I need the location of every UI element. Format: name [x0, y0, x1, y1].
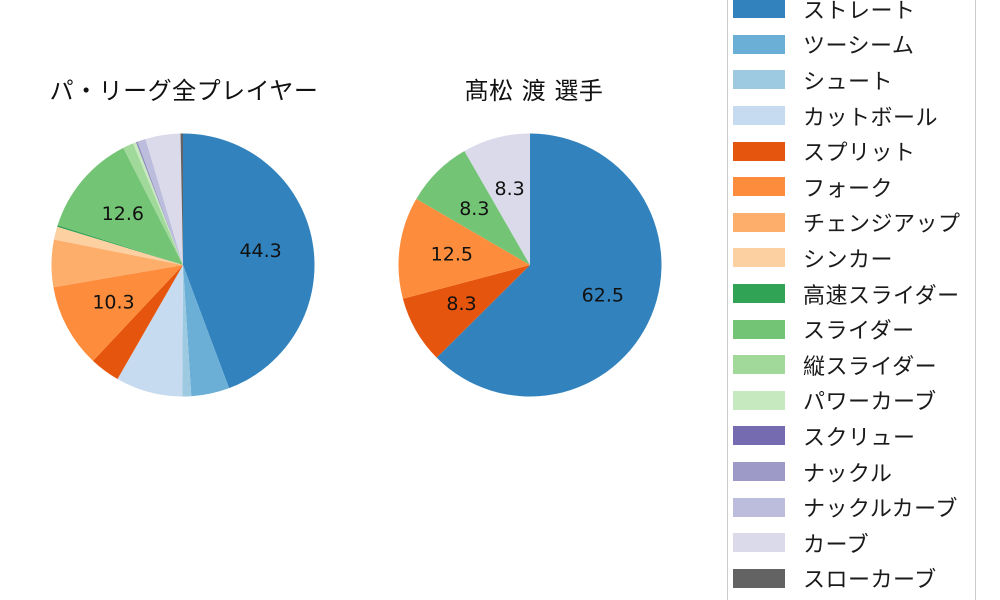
legend-item: カットボール: [728, 98, 975, 134]
legend-swatch: [733, 70, 785, 90]
legend-swatch: [733, 533, 785, 553]
legend-swatch: [733, 34, 785, 54]
legend-label: フォーク: [803, 176, 894, 202]
pie-slice-チェンジアップ: [51, 239, 183, 288]
pie-slice-スプリット: [402, 265, 530, 358]
legend-swatch: [733, 212, 785, 232]
pie-slice-スライダー: [416, 151, 530, 265]
legend-item: スクリュー: [728, 418, 975, 454]
legend-item: ツーシーム: [728, 27, 975, 63]
pie-slice-フォーク: [53, 265, 183, 361]
legend-label: ツーシーム: [803, 34, 915, 60]
pie-slice-ストレート: [436, 133, 662, 397]
legend-swatch: [733, 284, 785, 304]
legend-item: フォーク: [728, 169, 975, 205]
legend-item: ナックル: [728, 454, 975, 490]
legend-swatch: [733, 248, 785, 268]
pie-slice-スライダー: [57, 147, 183, 265]
pie-slice-スクリュー: [136, 141, 183, 265]
legend-item: スローカーブ: [728, 561, 975, 597]
legend-item: シュート: [728, 62, 975, 98]
legend-swatch: [733, 106, 785, 126]
legend-label: カーブ: [803, 532, 870, 558]
legend-label: シュート: [803, 69, 894, 95]
pie-slice-percentage-label: 12.6: [102, 203, 144, 225]
legend-swatch: [733, 319, 785, 339]
legend-label: シンカー: [803, 247, 894, 273]
right-pie-chart: 62.58.312.58.38.3: [398, 133, 662, 397]
legend-items: ストレートツーシームシュートカットボール スプリットフォークチェンジアップ シンカー…: [728, 0, 975, 596]
legend-swatch: [733, 0, 785, 19]
pie-slice-percentage-label: 8.3: [494, 178, 524, 200]
legend: ストレートツーシームシュートカットボール スプリットフォークチェンジアップ シンカー…: [727, 0, 976, 600]
legend-swatch: [733, 568, 785, 588]
legend-label: スクリュー: [803, 425, 916, 451]
legend-item: スプリット: [728, 133, 975, 169]
left-pie-chart: 44.3 10.3 12.6: [51, 133, 315, 397]
pie-slice-percentage-label: 10.3: [92, 291, 134, 313]
legend-item: シンカー: [728, 240, 975, 276]
legend-item: パワーカーブ: [728, 383, 975, 419]
pie-slice-スローカーブ: [180, 133, 183, 265]
legend-label: ストレート: [803, 0, 916, 24]
pie-slice-カーブ: [145, 133, 183, 265]
legend-item: ストレート: [728, 0, 975, 27]
pie-slice-ナックルカーブ: [137, 138, 183, 265]
pie-slice-percentage-label: 8.3: [459, 198, 489, 220]
pie-slice-percentage-label: 44.3: [239, 240, 281, 262]
pie-slice-percentage-label: 62.5: [582, 284, 624, 306]
legend-item: 縦スライダー: [728, 347, 975, 383]
legend-swatch: [733, 497, 785, 517]
legend-label: 高速スライダー: [803, 283, 960, 309]
legend-label: スプリット: [803, 141, 916, 167]
pie-slice-ナックル: [136, 141, 183, 265]
legend-label: カットボール: [803, 105, 939, 131]
legend-swatch: [733, 426, 785, 446]
legend-item: スライダー: [728, 311, 975, 347]
pie-slice-高速スライダー: [57, 225, 183, 265]
pie-slice-ツーシーム: [183, 265, 230, 397]
pie-slice-percentage-label: 8.3: [446, 293, 476, 315]
right-pie-title: 髙松 渡 選手: [464, 77, 604, 105]
pie-slice-ストレート: [183, 133, 315, 389]
legend-item: チェンジアップ: [728, 205, 975, 241]
legend-item: カーブ: [728, 525, 975, 561]
legend-label: ナックル: [803, 461, 893, 487]
pie-slice-シンカー: [53, 226, 184, 265]
legend-swatch: [733, 355, 785, 375]
legend-label: チェンジアップ: [803, 212, 961, 238]
pie-slice-スプリット: [92, 265, 183, 380]
legend-label: 縦スライダー: [803, 354, 938, 380]
pie-slice-percentage-label: 12.5: [431, 244, 473, 266]
pie-slice-縦スライダー: [123, 143, 183, 265]
legend-swatch: [733, 462, 785, 482]
legend-swatch: [733, 390, 785, 410]
pie-slice-シュート: [182, 265, 192, 397]
pie-slice-パワーカーブ: [133, 142, 183, 265]
legend-label: スローカーブ: [803, 568, 937, 594]
pie-slice-フォーク: [398, 198, 530, 299]
legend-label: ナックルカーブ: [803, 497, 958, 523]
legend-label: パワーカーブ: [803, 390, 937, 416]
legend-label: スライダー: [803, 319, 915, 345]
legend-item: 高速スライダー: [728, 276, 975, 312]
legend-item: ナックルカーブ: [728, 489, 975, 525]
legend-swatch: [733, 141, 785, 161]
pie-slice-カーブ: [464, 133, 530, 265]
pie-slice-カットボール: [117, 265, 183, 397]
legend-swatch: [733, 177, 785, 197]
left-pie-title: パ・リーグ全プレイヤー: [49, 77, 319, 105]
